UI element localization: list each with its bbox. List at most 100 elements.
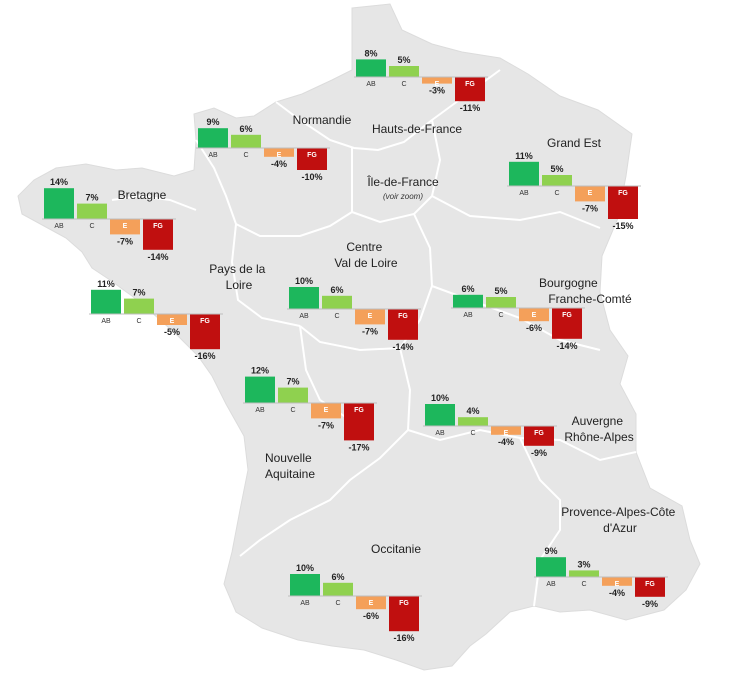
category-label: C (290, 407, 295, 414)
bar-c (569, 570, 599, 577)
value-label: -9% (531, 448, 547, 458)
category-label: E (368, 313, 373, 320)
value-label: -14% (392, 342, 413, 352)
region-bar-group: 12% AB 7% C -7% E -17% FG (243, 366, 377, 452)
value-label: -15% (612, 221, 633, 231)
category-label: AB (299, 313, 309, 320)
region-bar-group: 10% AB 4% C -4%E -9% FG (423, 393, 557, 458)
value-label: -6% (526, 323, 542, 333)
category-label: C (89, 223, 94, 230)
category-label: FG (200, 318, 210, 325)
region-borders (111, 69, 637, 607)
bar-ab (290, 574, 320, 596)
bar-c (322, 295, 352, 309)
value-label: 6% (461, 284, 474, 294)
value-label: 7% (132, 288, 145, 298)
category-label: AB (208, 152, 218, 159)
bar-fg (190, 314, 220, 350)
category-label: C (334, 313, 339, 320)
value-label: 5% (397, 55, 410, 65)
bar-ab (44, 188, 74, 219)
category-label: AB (519, 190, 529, 197)
value-label: -16% (194, 351, 215, 361)
value-label: -14% (147, 252, 168, 262)
category-label: E (532, 312, 537, 319)
region-label-ile-de-france: Île-de-France (366, 174, 439, 189)
value-label: -7% (582, 203, 598, 213)
value-label: 6% (239, 124, 252, 134)
region-label-line: Auvergne (572, 414, 624, 428)
category-label: FG (399, 600, 409, 607)
category-label: E (170, 318, 175, 325)
category-label: E (615, 581, 620, 588)
bar-e (491, 426, 521, 435)
value-label: 11% (97, 279, 115, 289)
category-label: C (554, 190, 559, 197)
value-label: 9% (206, 117, 219, 127)
category-label: C (335, 600, 340, 607)
bar-e (519, 308, 549, 322)
value-label: 10% (296, 563, 314, 573)
bar-fg (524, 426, 554, 446)
region-bar-group: 8% AB 5% C -3%E -11% FG (354, 48, 488, 113)
region-label-bretagne: Bretagne (118, 188, 167, 202)
region-label-auvergne: Auvergne Rhône-Alpes (564, 414, 633, 444)
category-label: C (498, 312, 503, 319)
bar-fg (388, 309, 418, 340)
bar-e (356, 596, 386, 610)
region-label-pays-de-la-loire: Pays de la Loire (209, 262, 268, 292)
category-label: FG (618, 190, 628, 197)
category-label: AB (300, 600, 310, 607)
value-label: 10% (431, 393, 449, 403)
region-label-line: d'Azur (603, 521, 637, 535)
value-label: 12% (251, 366, 269, 376)
region-label-nouvelle-aquitaine: Nouvelle Aquitaine (265, 451, 315, 481)
region-label-line: Aquitaine (265, 467, 315, 481)
bar-c (231, 134, 261, 148)
bar-e (110, 219, 140, 235)
region-label-bourgogne: Bourgogne Franche-Comté (539, 276, 632, 306)
value-label: -5% (164, 327, 180, 337)
category-label: E (324, 407, 329, 414)
category-label: FG (398, 313, 408, 320)
category-label: E (504, 430, 509, 437)
region-bar-group: 11% AB 7% C -5% E -16% FG (89, 279, 223, 361)
category-label: FG (153, 223, 163, 230)
bar-ab (289, 287, 319, 309)
bar-e (264, 148, 294, 157)
bar-c (486, 297, 516, 308)
bar-fg (635, 577, 665, 597)
category-label: E (588, 190, 593, 197)
bar-groups: 8%AB5%C-3%E-11%FG9%AB6%C-4%E-10%FG14%AB7… (42, 48, 668, 643)
value-label: 8% (364, 48, 377, 58)
bar-fg (608, 186, 638, 219)
category-label: AB (546, 581, 556, 588)
category-label: E (369, 600, 374, 607)
region-label-line: Nouvelle (265, 451, 312, 465)
bar-fg (143, 219, 173, 250)
bar-fg (389, 596, 419, 632)
value-label: 6% (331, 572, 344, 582)
bar-fg (297, 148, 327, 170)
bar-fg (552, 308, 582, 339)
value-label: -14% (556, 341, 577, 351)
bar-fg (455, 77, 485, 102)
bar-ab (91, 289, 121, 314)
bar-c (323, 582, 353, 596)
region-label-line: Centre (346, 240, 382, 254)
category-label: C (401, 81, 406, 88)
bar-c (124, 298, 154, 314)
category-label: E (123, 223, 128, 230)
value-label: -16% (393, 633, 414, 643)
bar-ab (198, 128, 228, 148)
category-label: E (277, 152, 282, 159)
bar-fg (344, 403, 374, 441)
bar-c (278, 387, 308, 403)
category-label: AB (255, 407, 265, 414)
category-label: AB (463, 312, 473, 319)
region-label-occitanie: Occitanie (371, 542, 421, 556)
category-label: FG (562, 312, 572, 319)
value-label: -4% (271, 159, 287, 169)
region-bar-group: 10% AB 6% C -7% E -14% FG (287, 276, 421, 352)
